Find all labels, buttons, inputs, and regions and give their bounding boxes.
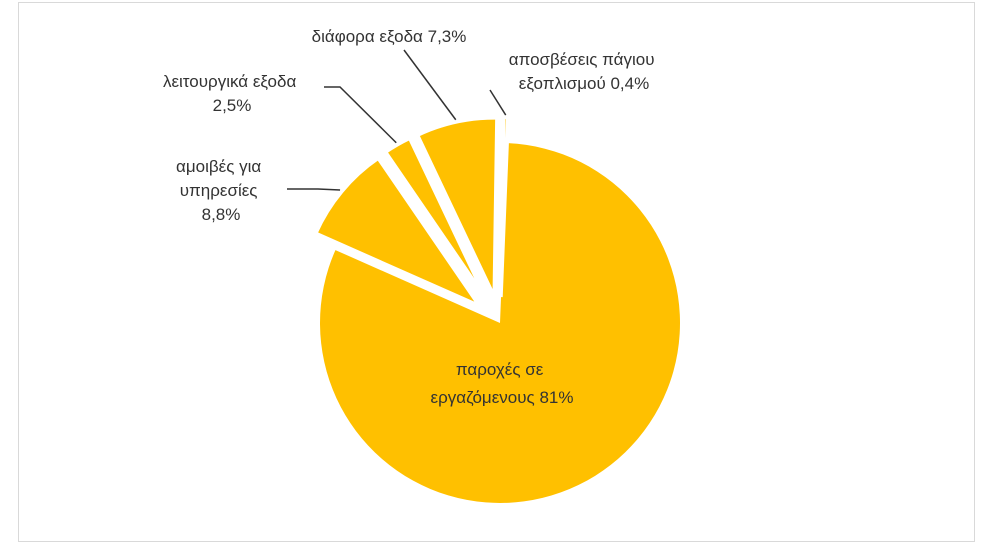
label-amoives-line-3: 8,8% (202, 205, 241, 224)
label-amoives: αμοιβές για υπηρεσίες 8,8% (176, 157, 266, 224)
label-paroxes: παροχές σε εργαζόμενους 81% (431, 360, 574, 407)
label-leitourgika: λειτουργικά εξοδα 2,5% (163, 72, 301, 115)
label-aposveseis: αποσβέσεις πάγιου εξοπλισμού 0,4% (509, 50, 659, 93)
slices-layer (312, 115, 680, 503)
pie-slice-leitourgika (382, 135, 489, 302)
pie-slice-aposveseis (498, 115, 511, 298)
leader-line-amoives (287, 188, 341, 191)
pie-slice-diafora (414, 115, 500, 299)
leader-line-aposveseis (489, 89, 507, 116)
label-paroxes-line-1: παροχές σε (456, 360, 544, 379)
label-leitourgika-line-2: 2,5% (213, 96, 252, 115)
leader-line-leitourgika (324, 86, 397, 144)
label-diafora: διάφορα εξοδα 7,3% (312, 27, 467, 46)
label-aposveseis-line-2: εξοπλισμού 0,4% (519, 74, 649, 93)
label-paroxes-line-2: εργαζόμενους 81% (431, 388, 574, 407)
label-diafora-line-1: διάφορα εξοδα 7,3% (312, 27, 467, 46)
leader-line-diafora (403, 49, 457, 121)
label-amoives-line-1: αμοιβές για (176, 157, 261, 176)
label-leitourgika-line-1: λειτουργικά εξοδα (163, 72, 297, 91)
pie-slice-amoives (312, 155, 486, 312)
label-amoives-line-2: υπηρεσίες (180, 181, 258, 200)
pie-slice-paroxes (320, 143, 680, 503)
label-aposveseis-line-1: αποσβέσεις πάγιου (509, 50, 655, 69)
leader-lines-layer (287, 49, 507, 191)
